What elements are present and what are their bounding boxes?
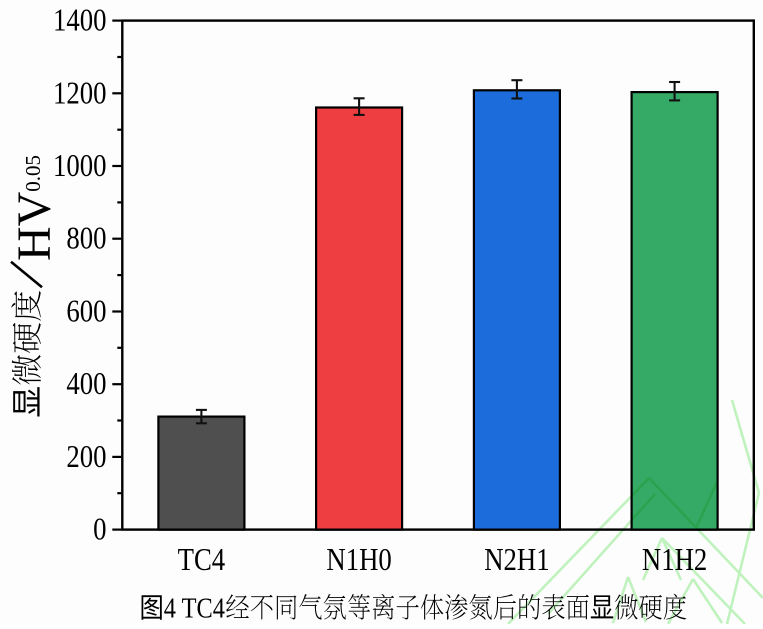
svg-text:TC4: TC4	[178, 543, 226, 577]
svg-text:400: 400	[66, 367, 106, 401]
svg-text:N2H1: N2H1	[484, 543, 549, 577]
svg-text:0.05: 0.05	[21, 155, 45, 192]
svg-text:4 TC4: 4 TC4	[164, 593, 225, 624]
svg-text:1000: 1000	[53, 149, 107, 183]
svg-text:800: 800	[66, 222, 106, 256]
svg-text:N1H0: N1H0	[326, 543, 391, 577]
svg-text:200: 200	[66, 440, 106, 474]
svg-text:0: 0	[93, 513, 106, 547]
svg-text:600: 600	[66, 295, 106, 329]
svg-text:1400: 1400	[53, 4, 107, 38]
svg-text:1200: 1200	[53, 76, 107, 110]
svg-text:HV: HV	[8, 191, 61, 261]
